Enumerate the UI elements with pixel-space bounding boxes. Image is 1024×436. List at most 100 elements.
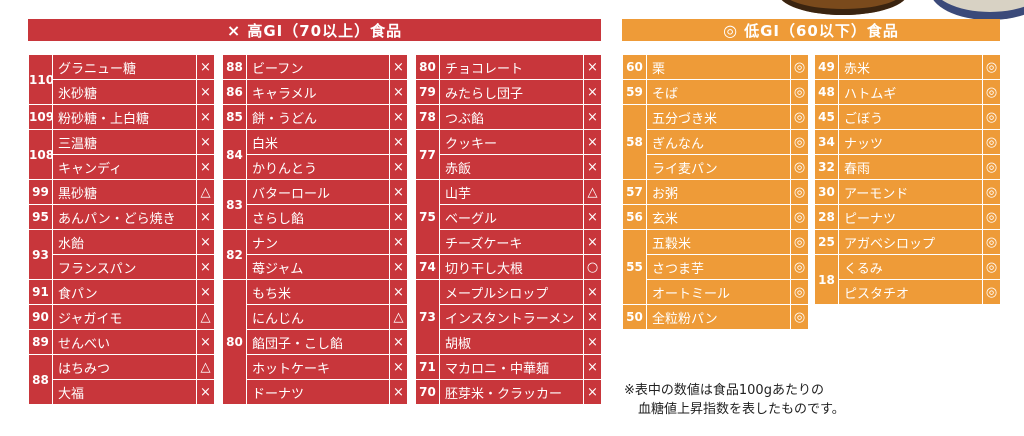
double-circle-icon: ◎	[790, 279, 809, 305]
table-row: 77 クッキー ×	[415, 129, 602, 180]
double-circle-icon: ◎	[790, 54, 809, 80]
table-row: 85 餅・うどん ×	[222, 104, 408, 130]
food-name: 五穀米	[646, 229, 791, 255]
high-gi-table-1: 110 グラニュー糖 × 氷砂糖 × 109 粉砂糖・上白糖 × 108 三温糖 × キャンディ × 99…	[28, 54, 215, 405]
food-name: フランスパン	[52, 254, 197, 280]
food-name: ぎんなん	[646, 129, 791, 155]
table-row: 49 赤米 ◎	[814, 54, 1001, 80]
food-name: 水飴	[52, 229, 197, 255]
table-row: 55 五穀米 ◎	[622, 229, 809, 305]
cross-icon: ×	[389, 354, 408, 380]
cross-icon: ×	[196, 54, 215, 80]
table-row: 48 ハトムギ ◎	[814, 79, 1001, 105]
food-name: ジャガイモ	[52, 304, 197, 330]
food-name: 胚芽米・クラッカー	[439, 379, 584, 405]
footnote-line-1: ※表中の数値は食品100gあたりの	[624, 383, 824, 398]
cross-icon: ×	[583, 379, 602, 405]
food-name: 全粒粉パン	[646, 304, 791, 330]
gi-value: 45	[814, 104, 839, 130]
cross-icon: ×	[389, 154, 408, 180]
table-row: 32 春雨 ◎	[814, 154, 1001, 180]
food-name: マカロニ・中華麺	[439, 354, 584, 380]
cross-icon: ×	[389, 279, 408, 305]
cross-icon: ×	[583, 329, 602, 355]
table-row: 86 キャラメル ×	[222, 79, 408, 105]
food-name: さつま芋	[646, 254, 791, 280]
double-circle-icon: ◎	[790, 179, 809, 205]
double-circle-icon: ◎	[790, 304, 809, 330]
cross-icon: ×	[196, 279, 215, 305]
table-row: ピスタチオ ◎	[815, 279, 1001, 305]
high-gi-header: × 高GI（70以上）食品	[28, 19, 601, 41]
cross-icon: ×	[389, 254, 408, 280]
double-circle-icon: ◎	[790, 104, 809, 130]
gi-value: 60	[622, 54, 647, 80]
table-row: 88 はちみつ △	[28, 354, 215, 405]
cross-icon: ×	[196, 379, 215, 405]
cross-icon: ×	[583, 279, 602, 305]
table-row: 74 切り干し大根 ○	[415, 254, 602, 280]
bowl-decoration	[778, 0, 908, 15]
table-row: チーズケーキ ×	[416, 229, 602, 255]
food-name: ドーナツ	[246, 379, 390, 405]
double-circle-icon: ◎	[723, 20, 739, 40]
food-name: チーズケーキ	[439, 229, 584, 255]
food-name: かりんとう	[246, 154, 390, 180]
gi-value: 77	[415, 129, 440, 180]
cross-icon: ×	[226, 20, 242, 40]
table-row: 95 あんパン・どら焼き ×	[28, 204, 215, 230]
food-name: 切り干し大根	[439, 254, 584, 280]
food-name: キャンディ	[52, 154, 197, 180]
table-row: 餡団子・こし餡 ×	[223, 329, 408, 355]
food-name: みたらし団子	[439, 79, 584, 105]
food-name: クッキー	[439, 129, 584, 155]
gi-value: 32	[814, 154, 839, 180]
gi-value: 28	[814, 204, 839, 230]
triangle-icon: △	[389, 304, 408, 330]
food-name: ベーグル	[439, 204, 584, 230]
double-circle-icon: ◎	[982, 229, 1001, 255]
triangle-icon: △	[196, 304, 215, 330]
table-row: 18 くるみ ◎	[814, 254, 1001, 305]
food-name: 胡椒	[439, 329, 584, 355]
gi-value: 70	[415, 379, 440, 405]
table-row: 75 山芋 △	[415, 179, 602, 255]
double-circle-icon: ◎	[790, 229, 809, 255]
table-row: 73 メープルシロップ ×	[415, 279, 602, 355]
food-name: 白米	[246, 129, 390, 155]
food-name: バターロール	[246, 179, 390, 205]
table-row: インスタントラーメン ×	[416, 304, 602, 330]
table-row: 80 もち米 ×	[222, 279, 408, 405]
food-name: アガベシロップ	[838, 229, 983, 255]
table-row: オートミール ◎	[623, 279, 809, 305]
cross-icon: ×	[583, 79, 602, 105]
gi-value: 109	[28, 104, 53, 130]
table-row: 57 お粥 ◎	[622, 179, 809, 205]
table-row: 82 ナン ×	[222, 229, 408, 280]
table-row: 胡椒 ×	[416, 329, 602, 355]
table-row: 60 栗 ◎	[622, 54, 809, 80]
table-row: 84 白米 ×	[222, 129, 408, 180]
table-row: 赤飯 ×	[416, 154, 602, 180]
double-circle-icon: ◎	[790, 254, 809, 280]
food-name: アーモンド	[838, 179, 983, 205]
food-name: チョコレート	[439, 54, 584, 80]
food-name: ホットケーキ	[246, 354, 390, 380]
food-name: ハトムギ	[838, 79, 983, 105]
table-row: 78 つぶ餡 ×	[415, 104, 602, 130]
table-row: 99 黒砂糖 △	[28, 179, 215, 205]
cross-icon: ×	[389, 329, 408, 355]
table-row: 71 マカロニ・中華麺 ×	[415, 354, 602, 380]
food-name: インスタントラーメン	[439, 304, 584, 330]
high-gi-table-2: 88 ビーフン × 86 キャラメル × 85 餅・うどん × 84 白米 × かりんとう × 83 バターロ…	[222, 54, 408, 405]
gi-value: 80	[222, 279, 247, 405]
gi-value: 34	[814, 129, 839, 155]
cross-icon: ×	[389, 204, 408, 230]
gi-value: 55	[622, 229, 647, 305]
table-row: 50 全粒粉パン ◎	[622, 304, 809, 330]
gi-value: 85	[222, 104, 247, 130]
table-row: ドーナツ ×	[223, 379, 408, 405]
food-name: 五分づき米	[646, 104, 791, 130]
high-gi-title: 高GI（70以上）食品	[247, 21, 403, 40]
gi-value: 110	[28, 54, 53, 105]
